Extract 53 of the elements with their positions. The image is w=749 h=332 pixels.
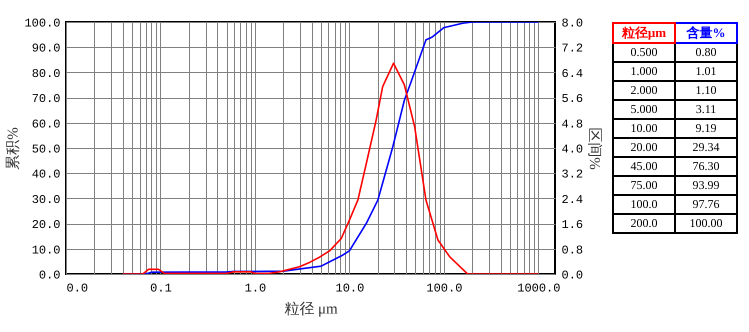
text: 97.76	[692, 197, 720, 211]
text: 2.000	[630, 83, 658, 97]
text: 1.10	[696, 83, 716, 97]
text: 10.00	[630, 121, 658, 135]
text: 0.500	[630, 45, 658, 59]
y2-tick-label: 2.4	[562, 192, 584, 207]
category-label: 粒径μm	[613, 23, 675, 43]
x-tick-label: 100.0	[426, 282, 462, 296]
text: 3.11	[696, 102, 716, 116]
y2-tick-label: 6.4	[562, 66, 584, 81]
x-tick-label: 0.0	[66, 282, 88, 296]
y-tick-label: 50.0	[32, 142, 60, 156]
y2-tick-label: 1.6	[562, 218, 584, 232]
y-tick-label: 30.0	[32, 192, 60, 207]
text: 100.00	[690, 216, 722, 230]
y2-tick-label: 4.0	[562, 142, 584, 156]
y2-tick-label: 7.2	[562, 42, 584, 56]
y-tick-label: 20.0	[32, 218, 60, 232]
text: 93.99	[692, 178, 720, 192]
text: 9.19	[696, 121, 716, 135]
text: 29.34	[692, 140, 720, 154]
y2-axis-title: 区间%	[586, 127, 604, 170]
y-tick-label: 10.0	[32, 243, 60, 258]
y2-tick-label: 3.2	[562, 168, 584, 182]
text: 20.00	[630, 140, 658, 154]
y-tick-label: 40.0	[32, 168, 60, 182]
y-tick-label: 60.0	[32, 117, 60, 132]
x-tick-label: 10.0	[336, 282, 364, 296]
x-tick-label: 1000.0	[517, 282, 560, 296]
y-tick-label: 90.0	[32, 42, 60, 56]
y-axis-title: 累积%	[5, 127, 22, 170]
y2-tick-label: 4.8	[562, 117, 584, 132]
text: 100.0	[630, 197, 658, 211]
text: 0.80	[696, 45, 716, 59]
text: 75.00	[630, 178, 658, 192]
text: 200.0	[630, 216, 658, 230]
text: 76.30	[692, 159, 720, 173]
text: 5.000	[630, 102, 658, 116]
y-tick-label: 0.0	[38, 268, 60, 282]
x-axis-title: 粒径 μm	[284, 302, 338, 318]
y2-tick-label: 5.6	[562, 92, 584, 106]
text: 1.000	[630, 64, 658, 78]
text: 1.01	[696, 64, 716, 78]
y-tick-label: 80.0	[32, 66, 60, 81]
y-tick-label: 70.0	[32, 92, 60, 106]
y2-tick-label: 0.0	[562, 268, 584, 282]
y-tick-label: 100.0	[24, 16, 60, 30]
x-tick-label: 0.1	[150, 282, 172, 296]
text: 45.00	[630, 159, 658, 173]
category-label: 含量%	[675, 23, 737, 43]
y2-tick-label: 8.0	[562, 16, 584, 30]
y2-tick-label: 0.8	[562, 243, 584, 258]
x-tick-label: 1.0	[244, 282, 266, 296]
